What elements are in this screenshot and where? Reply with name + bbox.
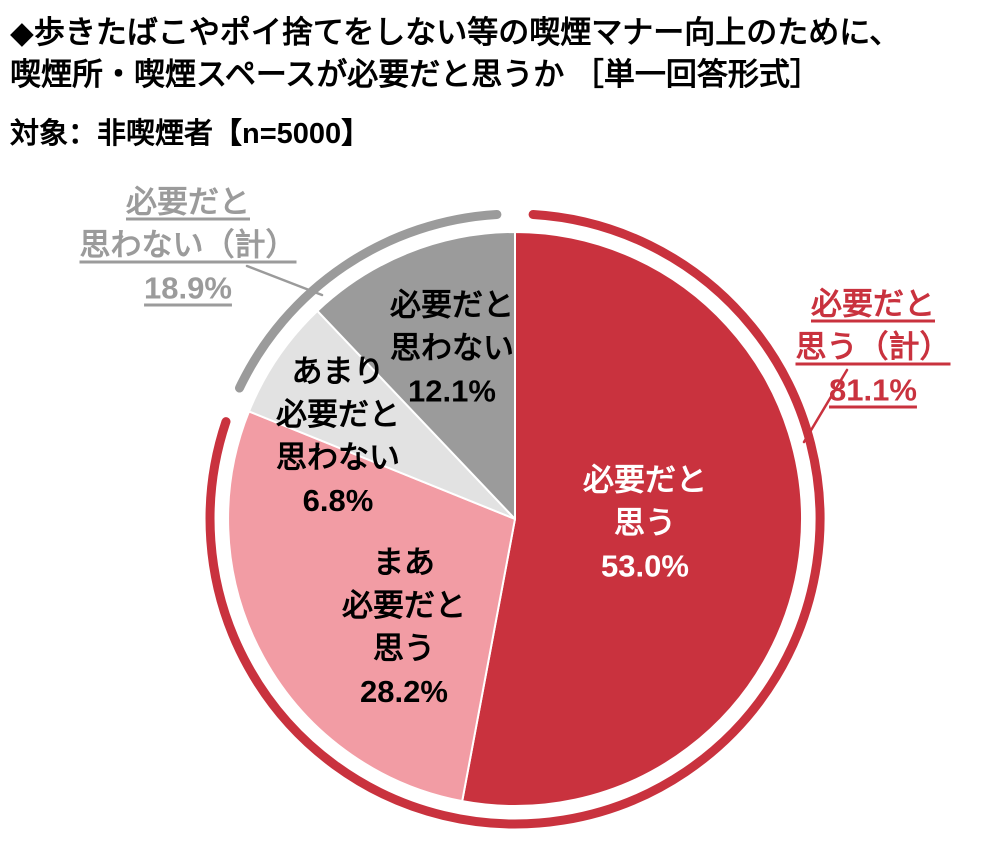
summary-label-line: 思う（計） bbox=[795, 329, 951, 365]
slice-label-line: 28.2% bbox=[360, 674, 448, 709]
summary-label-line: 必要だと bbox=[126, 184, 250, 220]
slice-label-2: あまり必要だと思わない 6.8% bbox=[276, 350, 400, 522]
summary-label-line: 18.9% bbox=[144, 270, 232, 306]
slice-label-3: 必要だと思わない 12.1% bbox=[390, 284, 514, 413]
summary-bracket-arc-1 bbox=[235, 210, 502, 393]
slice-label-1: まあ必要だと思う 28.2% bbox=[342, 541, 466, 713]
slice-label-line: 12.1% bbox=[408, 373, 496, 409]
chart-title-line1: ◆歩きたばこやポイ捨てをしない等の喫煙マナー向上のために、 bbox=[10, 15, 901, 50]
summary-label-1: 必要だと思わない（計） 18.9% bbox=[48, 181, 328, 310]
pie-slice-1 bbox=[227, 410, 516, 803]
pie-chart-area: 必要だと 思う 53.0% まあ 必要だと 思う 28.2% あまり 必要だと 思わない 6.8% 必… bbox=[0, 164, 1000, 845]
slice-label-line: 53.0% bbox=[601, 548, 689, 584]
summary-label-line: 81.1% bbox=[829, 372, 917, 408]
chart-title: ◆歩きたばこやポイ捨てをしない等の喫煙マナー向上のために、 喫煙所・喫煙スペース… bbox=[0, 0, 1000, 96]
pie-slice-3 bbox=[316, 231, 516, 520]
pie-slice-0 bbox=[461, 231, 804, 807]
slice-label-line: まあ bbox=[373, 545, 435, 580]
slice-label-line: 思う bbox=[373, 631, 435, 666]
chart-subject: 対象：非喫煙者【n=5000】 bbox=[10, 118, 371, 150]
chart-title-line2: 喫煙所・喫煙スペースが必要だと思うか ［単一回答形式］ bbox=[10, 57, 821, 92]
summary-label-line: 思わない（計） bbox=[79, 227, 297, 263]
slice-label-line: 必要だと bbox=[583, 462, 707, 498]
slice-label-line: 必要だと bbox=[342, 588, 466, 623]
summary-leader-line-1 bbox=[245, 264, 324, 297]
slice-label-line: あまり bbox=[291, 354, 385, 389]
pie-slice-2 bbox=[248, 309, 516, 520]
summary-label-0: 必要だと思う（計） 81.1% bbox=[758, 283, 988, 412]
pie-chart bbox=[205, 210, 849, 829]
slice-label-line: 6.8% bbox=[302, 483, 374, 518]
slice-label-line: 思わない bbox=[390, 330, 514, 366]
slice-label-line: 思わない bbox=[276, 440, 400, 475]
summary-leader-line-0 bbox=[802, 368, 849, 444]
slice-label-line: 必要だと bbox=[390, 287, 514, 323]
summary-bracket-arc-0 bbox=[205, 210, 825, 829]
summary-label-line: 必要だと bbox=[811, 286, 935, 322]
slice-label-0: 必要だと思う 53.0% bbox=[583, 459, 707, 588]
slice-label-line: 必要だと bbox=[276, 397, 400, 432]
slice-label-line: 思う bbox=[614, 505, 676, 541]
